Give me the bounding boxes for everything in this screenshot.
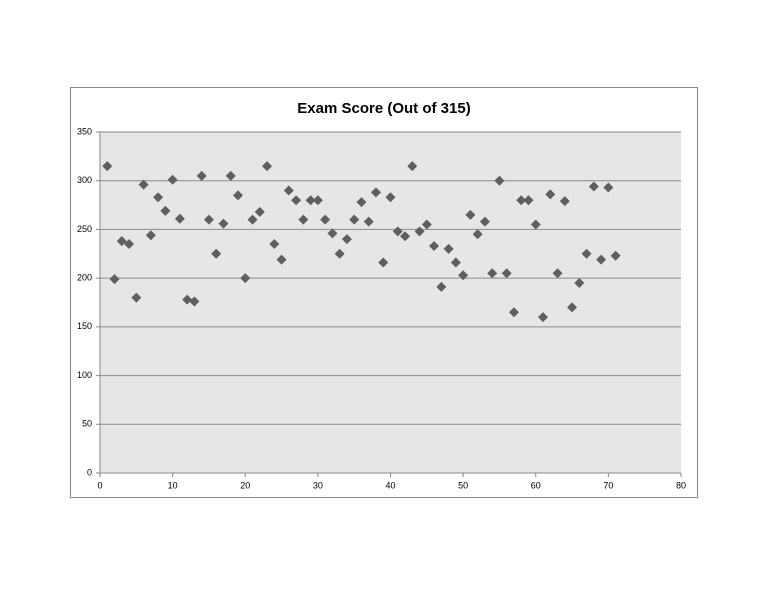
marker: [182, 294, 193, 305]
x-tick-label: 60: [531, 480, 541, 490]
x-tick-label: 50: [458, 480, 468, 490]
marker: [538, 312, 549, 323]
x-tick-label: 10: [168, 480, 178, 490]
marker: [429, 240, 440, 251]
marker: [508, 307, 519, 318]
marker: [472, 229, 483, 240]
marker: [174, 213, 185, 224]
marker: [487, 268, 498, 279]
marker: [385, 192, 396, 203]
marker: [545, 189, 556, 200]
marker: [349, 214, 360, 225]
x-tick-label: 80: [676, 480, 686, 490]
marker: [341, 234, 352, 245]
marker: [334, 248, 345, 259]
marker: [588, 181, 599, 192]
marker: [291, 195, 302, 206]
marker: [574, 278, 585, 289]
marker: [552, 268, 563, 279]
marker: [247, 214, 258, 225]
marker: [516, 195, 527, 206]
marker: [160, 205, 171, 216]
marker: [443, 243, 454, 254]
marker: [450, 257, 461, 268]
marker: [269, 239, 280, 250]
x-tick-label: 0: [97, 480, 102, 490]
marker: [559, 196, 570, 207]
marker: [211, 248, 222, 259]
x-tick-label: 30: [313, 480, 323, 490]
marker: [138, 179, 149, 190]
y-tick-label: 100: [77, 370, 92, 380]
marker: [225, 170, 236, 181]
marker: [320, 214, 331, 225]
marker: [421, 219, 432, 230]
y-tick-label: 300: [77, 175, 92, 185]
marker: [153, 192, 164, 203]
marker: [370, 187, 381, 198]
marker: [124, 239, 135, 250]
marker: [414, 226, 425, 237]
marker: [254, 206, 265, 217]
marker: [327, 228, 338, 239]
marker: [116, 236, 127, 247]
marker: [581, 248, 592, 259]
marker: [603, 182, 614, 193]
marker: [436, 281, 447, 292]
x-tick-label: 70: [603, 480, 613, 490]
marker: [567, 302, 578, 313]
marker: [523, 195, 534, 206]
marker: [610, 250, 621, 261]
marker: [203, 214, 214, 225]
x-tick-label: 20: [240, 480, 250, 490]
marker: [276, 254, 287, 265]
marker: [305, 195, 316, 206]
marker: [356, 197, 367, 208]
marker: [465, 209, 476, 220]
marker: [392, 226, 403, 237]
marker: [109, 274, 120, 285]
y-tick-label: 200: [77, 273, 92, 283]
marker: [312, 195, 323, 206]
y-tick-label: 250: [77, 224, 92, 234]
y-tick-label: 50: [82, 419, 92, 429]
marker: [400, 231, 411, 242]
chart-title: Exam Score (Out of 315): [297, 100, 470, 117]
marker: [196, 170, 207, 181]
marker: [494, 175, 505, 186]
marker: [378, 257, 389, 268]
marker: [262, 161, 273, 172]
y-tick-label: 150: [77, 321, 92, 331]
x-tick-label: 40: [385, 480, 395, 490]
marker: [479, 216, 490, 227]
marker: [240, 273, 251, 284]
marker: [298, 214, 309, 225]
y-tick-label: 350: [77, 126, 92, 136]
marker: [363, 216, 374, 227]
marker: [407, 161, 418, 172]
marker: [596, 254, 607, 265]
marker: [283, 185, 294, 196]
marker: [458, 270, 469, 281]
marker: [501, 268, 512, 279]
marker: [167, 174, 178, 185]
marker: [530, 219, 541, 230]
marker: [102, 161, 113, 172]
marker: [145, 230, 156, 241]
marker: [189, 296, 200, 307]
y-tick-label: 0: [87, 467, 92, 477]
marker: [131, 292, 142, 303]
marker: [218, 218, 229, 229]
marker: [232, 190, 243, 201]
